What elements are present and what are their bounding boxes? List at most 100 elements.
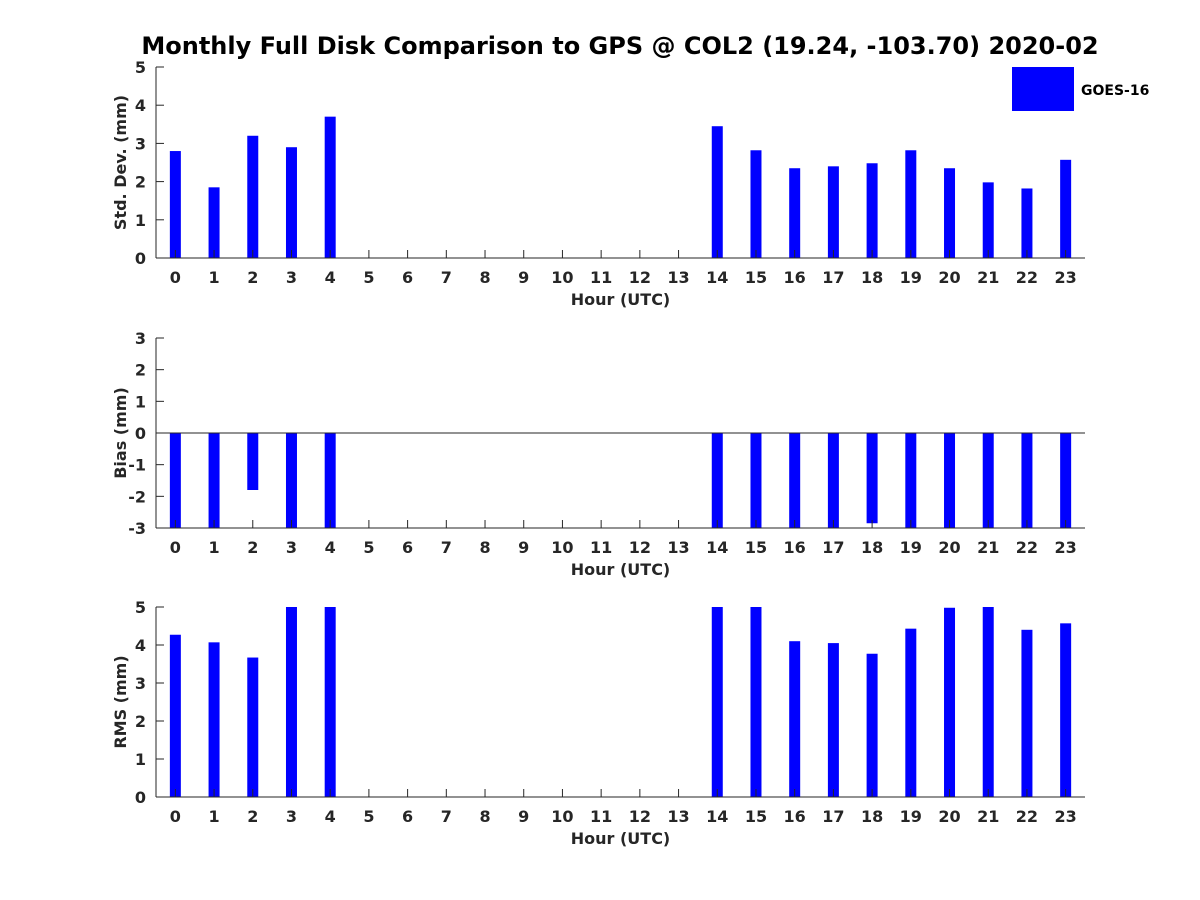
x-tick-label-bias: 19 (900, 538, 922, 557)
y-tick-label-bias: -1 (128, 456, 146, 475)
bar-bias-hour-22 (1021, 433, 1033, 528)
bar-stddev-hour-17 (827, 166, 839, 258)
x-tick-label-stddev: 14 (706, 268, 728, 287)
bar-rms-hour-22 (1021, 629, 1033, 797)
y-axis-label-stddev: Std. Dev. (mm) (111, 95, 130, 230)
y-tick-label-bias: 1 (135, 392, 146, 411)
y-tick-label-bias: -2 (128, 487, 146, 506)
x-tick-label-rms: 6 (402, 807, 413, 826)
bar-stddev-hour-3 (285, 147, 297, 258)
y-tick-label-stddev: 3 (135, 134, 146, 153)
x-tick-label-bias: 4 (325, 538, 336, 557)
x-tick-label-rms: 2 (247, 807, 258, 826)
x-tick-label-bias: 11 (590, 538, 612, 557)
x-tick-label-bias: 10 (551, 538, 573, 557)
x-tick-label-rms: 14 (706, 807, 728, 826)
y-tick-label-stddev: 2 (135, 173, 146, 192)
x-tick-label-bias: 23 (1055, 538, 1077, 557)
x-tick-label-rms: 11 (590, 807, 612, 826)
x-tick-label-stddev: 4 (325, 268, 336, 287)
bar-rms-hour-23 (1060, 623, 1072, 797)
bar-bias-hour-14 (711, 433, 723, 528)
x-tick-label-rms: 4 (325, 807, 336, 826)
x-tick-label-stddev: 16 (784, 268, 806, 287)
bar-rms-hour-3 (285, 607, 297, 797)
x-tick-label-bias: 22 (1016, 538, 1038, 557)
bar-stddev-hour-20 (944, 168, 956, 258)
x-tick-label-stddev: 23 (1055, 268, 1077, 287)
x-tick-label-stddev: 2 (247, 268, 258, 287)
y-tick-label-stddev: 0 (135, 249, 146, 268)
bar-stddev-hour-21 (982, 182, 994, 258)
x-tick-label-bias: 7 (441, 538, 452, 557)
x-tick-label-stddev: 13 (667, 268, 689, 287)
x-tick-label-bias: 2 (247, 538, 258, 557)
bar-rms-hour-0 (169, 634, 181, 797)
y-axis-label-rms: RMS (mm) (111, 655, 130, 748)
legend-label: GOES-16 (1081, 83, 1149, 99)
x-tick-label-rms: 20 (938, 807, 960, 826)
bar-rms-hour-1 (208, 642, 220, 797)
x-tick-label-bias: 3 (286, 538, 297, 557)
bar-rms-hour-4 (324, 607, 336, 797)
x-tick-label-bias: 13 (667, 538, 689, 557)
bar-bias-hour-17 (827, 433, 839, 528)
y-tick-label-rms: 0 (135, 788, 146, 807)
bar-stddev-hour-0 (169, 151, 181, 258)
x-tick-label-stddev: 5 (363, 268, 374, 287)
x-tick-label-stddev: 20 (938, 268, 960, 287)
bar-stddev-hour-16 (789, 168, 801, 258)
x-tick-label-stddev: 19 (900, 268, 922, 287)
x-tick-label-stddev: 21 (977, 268, 999, 287)
bar-bias-hour-18 (866, 433, 878, 524)
x-tick-label-rms: 13 (667, 807, 689, 826)
bar-stddev-hour-4 (324, 116, 336, 258)
legend-swatch (1012, 67, 1074, 111)
x-tick-label-rms: 0 (170, 807, 181, 826)
bar-stddev-hour-2 (247, 135, 259, 258)
x-tick-label-bias: 18 (861, 538, 883, 557)
x-tick-label-rms: 17 (822, 807, 844, 826)
bar-bias-hour-4 (324, 433, 336, 528)
bar-bias-hour-19 (905, 433, 917, 528)
x-tick-label-stddev: 7 (441, 268, 452, 287)
x-tick-label-stddev: 11 (590, 268, 612, 287)
x-tick-label-stddev: 8 (479, 268, 490, 287)
x-tick-label-rms: 19 (900, 807, 922, 826)
x-tick-label-rms: 18 (861, 807, 883, 826)
x-tick-label-bias: 17 (822, 538, 844, 557)
bar-rms-hour-16 (789, 641, 801, 797)
x-tick-label-stddev: 1 (208, 268, 219, 287)
x-tick-label-bias: 21 (977, 538, 999, 557)
chart-title: Monthly Full Disk Comparison to GPS @ CO… (141, 32, 1098, 60)
bar-rms-hour-17 (827, 643, 839, 797)
bar-rms-hour-18 (866, 653, 878, 797)
bar-bias-hour-20 (944, 433, 956, 528)
x-axis-label-stddev: Hour (UTC) (571, 290, 671, 309)
x-tick-label-rms: 1 (208, 807, 219, 826)
y-tick-label-stddev: 1 (135, 211, 146, 230)
x-tick-label-rms: 15 (745, 807, 767, 826)
bar-rms-hour-2 (247, 657, 259, 797)
x-tick-label-stddev: 3 (286, 268, 297, 287)
x-tick-label-bias: 6 (402, 538, 413, 557)
y-tick-label-bias: -3 (128, 519, 146, 538)
bar-stddev-hour-1 (208, 187, 220, 258)
y-tick-label-bias: 2 (135, 361, 146, 380)
y-tick-label-rms: 5 (135, 598, 146, 617)
y-tick-label-rms: 4 (135, 636, 146, 655)
x-tick-label-stddev: 18 (861, 268, 883, 287)
x-tick-label-stddev: 15 (745, 268, 767, 287)
y-tick-label-rms: 1 (135, 750, 146, 769)
bar-stddev-hour-15 (750, 150, 762, 258)
x-tick-label-rms: 12 (629, 807, 651, 826)
bar-rms-hour-19 (905, 628, 917, 797)
x-tick-label-rms: 3 (286, 807, 297, 826)
y-tick-label-stddev: 5 (135, 58, 146, 77)
x-tick-label-rms: 16 (784, 807, 806, 826)
bar-stddev-hour-19 (905, 150, 917, 258)
